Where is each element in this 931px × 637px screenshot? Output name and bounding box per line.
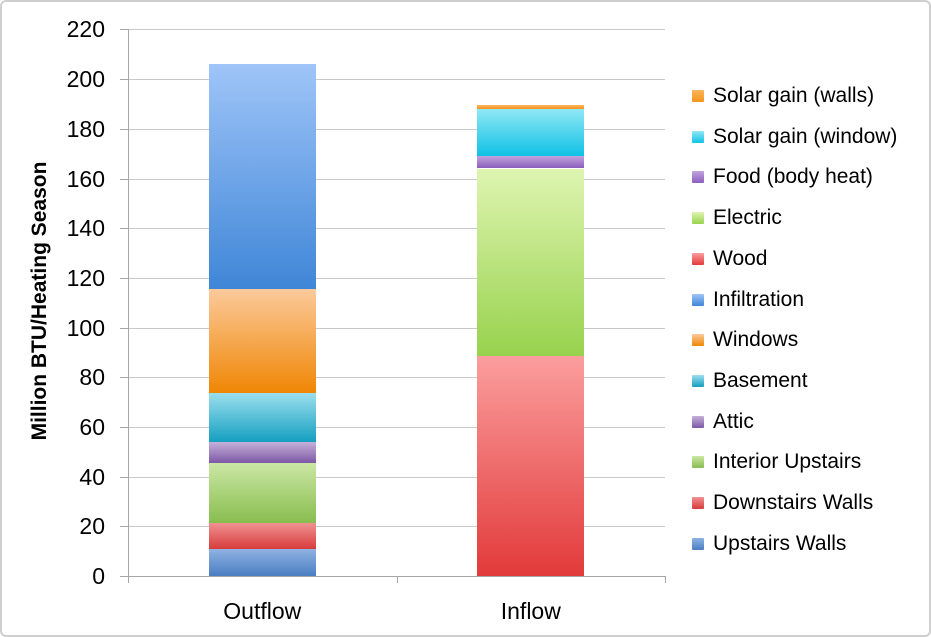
bar-segment-solar-gain-window <box>477 108 585 157</box>
y-tick-label: 60 <box>79 413 105 440</box>
category-label: Outflow <box>223 598 302 624</box>
y-tick-label: 100 <box>66 314 105 341</box>
x-tick-mark <box>396 576 398 583</box>
y-tick-label: 180 <box>66 115 105 142</box>
legend-item: Attic <box>692 410 754 434</box>
legend-swatch <box>692 537 704 550</box>
bar-segment-attic <box>208 441 316 463</box>
legend-item: Downstairs Walls <box>692 491 873 515</box>
legend-swatch <box>692 456 704 469</box>
y-tick-mark <box>120 128 128 130</box>
y-tick-label: 120 <box>66 264 105 291</box>
legend-swatch <box>692 252 704 265</box>
legend-label: Upstairs Walls <box>713 531 847 555</box>
legend-item: Windows <box>692 328 798 352</box>
legend-swatch <box>692 90 704 102</box>
y-tick-label: 40 <box>79 463 105 490</box>
legend-swatch <box>692 415 704 428</box>
legend-label: Solar gain (walls) <box>713 84 875 107</box>
y-tick-label: 20 <box>79 513 105 540</box>
bar-segment-interior-upstairs <box>208 463 316 523</box>
legend-label: Windows <box>713 328 799 352</box>
bar-segment-infiltration <box>208 64 316 290</box>
legend-label: Basement <box>713 368 808 392</box>
x-tick-mark <box>128 576 129 583</box>
legend-label: Wood <box>713 246 768 270</box>
gridline <box>128 79 665 81</box>
y-tick-label: 220 <box>66 16 105 43</box>
category-label: Inflow <box>500 598 561 624</box>
legend-label: Interior Upstairs <box>713 450 862 474</box>
bar-segment-solar-gain-walls <box>477 105 585 109</box>
y-axis-line <box>128 29 129 576</box>
y-tick-label: 80 <box>79 364 105 391</box>
bar-segment-electric <box>477 168 585 357</box>
legend-label: Downstairs Walls <box>713 491 874 514</box>
legend-swatch <box>692 130 704 143</box>
y-tick-mark <box>120 426 128 428</box>
x-tick-mark <box>665 576 666 583</box>
gridline <box>128 128 665 130</box>
y-tick-mark <box>120 576 128 577</box>
legend-label: Infiltration <box>713 287 805 311</box>
legend-swatch <box>692 374 704 387</box>
legend-item: Interior Upstairs <box>692 450 861 474</box>
y-tick-label: 200 <box>66 66 105 93</box>
legend-label: Attic <box>713 409 754 433</box>
gridline <box>128 476 665 478</box>
legend-label: Electric <box>713 206 782 230</box>
bar-segment-basement <box>208 393 316 442</box>
legend-item: Electric <box>692 206 782 230</box>
gridline <box>128 426 665 428</box>
gridline <box>128 228 665 230</box>
gridline <box>128 327 665 329</box>
y-tick-mark <box>120 79 128 81</box>
bar-segment-wood <box>477 356 585 576</box>
legend-item: Solar gain (walls) <box>692 84 874 108</box>
legend-swatch <box>692 293 704 306</box>
y-axis-title: Million BTU/Heating Season <box>28 161 51 441</box>
legend-label: Solar gain (window) <box>713 124 898 148</box>
gridline <box>128 178 665 180</box>
y-tick-mark <box>120 327 128 329</box>
gridline <box>128 277 665 279</box>
gridline <box>128 29 665 31</box>
y-tick-mark <box>120 29 128 31</box>
gridline <box>128 526 665 528</box>
y-tick-label: 0 <box>92 563 105 589</box>
legend-swatch <box>692 171 704 184</box>
legend-label: Food (body heat) <box>713 165 873 189</box>
legend-item: Basement <box>692 369 808 393</box>
y-tick-label: 160 <box>66 165 105 192</box>
y-tick-mark <box>120 277 128 279</box>
legend-item: Solar gain (window) <box>692 125 897 149</box>
bar-segment-upstairs-walls <box>208 548 316 576</box>
y-tick-mark <box>120 178 128 180</box>
legend-swatch <box>692 334 704 347</box>
legend-item: Infiltration <box>692 288 804 312</box>
y-tick-mark <box>120 377 128 379</box>
legend-item: Food (body heat) <box>692 165 873 189</box>
gridline <box>128 377 665 379</box>
y-tick-mark <box>120 228 128 230</box>
y-tick-mark <box>120 526 128 528</box>
bar-segment-downstairs-walls <box>208 522 316 549</box>
legend-swatch <box>692 497 704 509</box>
y-tick-label: 140 <box>66 215 105 242</box>
bar-segment-windows <box>208 289 316 394</box>
legend-item: Upstairs Walls <box>692 532 846 556</box>
legend-swatch <box>692 212 704 225</box>
y-tick-mark <box>120 476 128 478</box>
bar-segment-food-body-heat <box>477 156 585 169</box>
legend-item: Wood <box>692 247 767 271</box>
